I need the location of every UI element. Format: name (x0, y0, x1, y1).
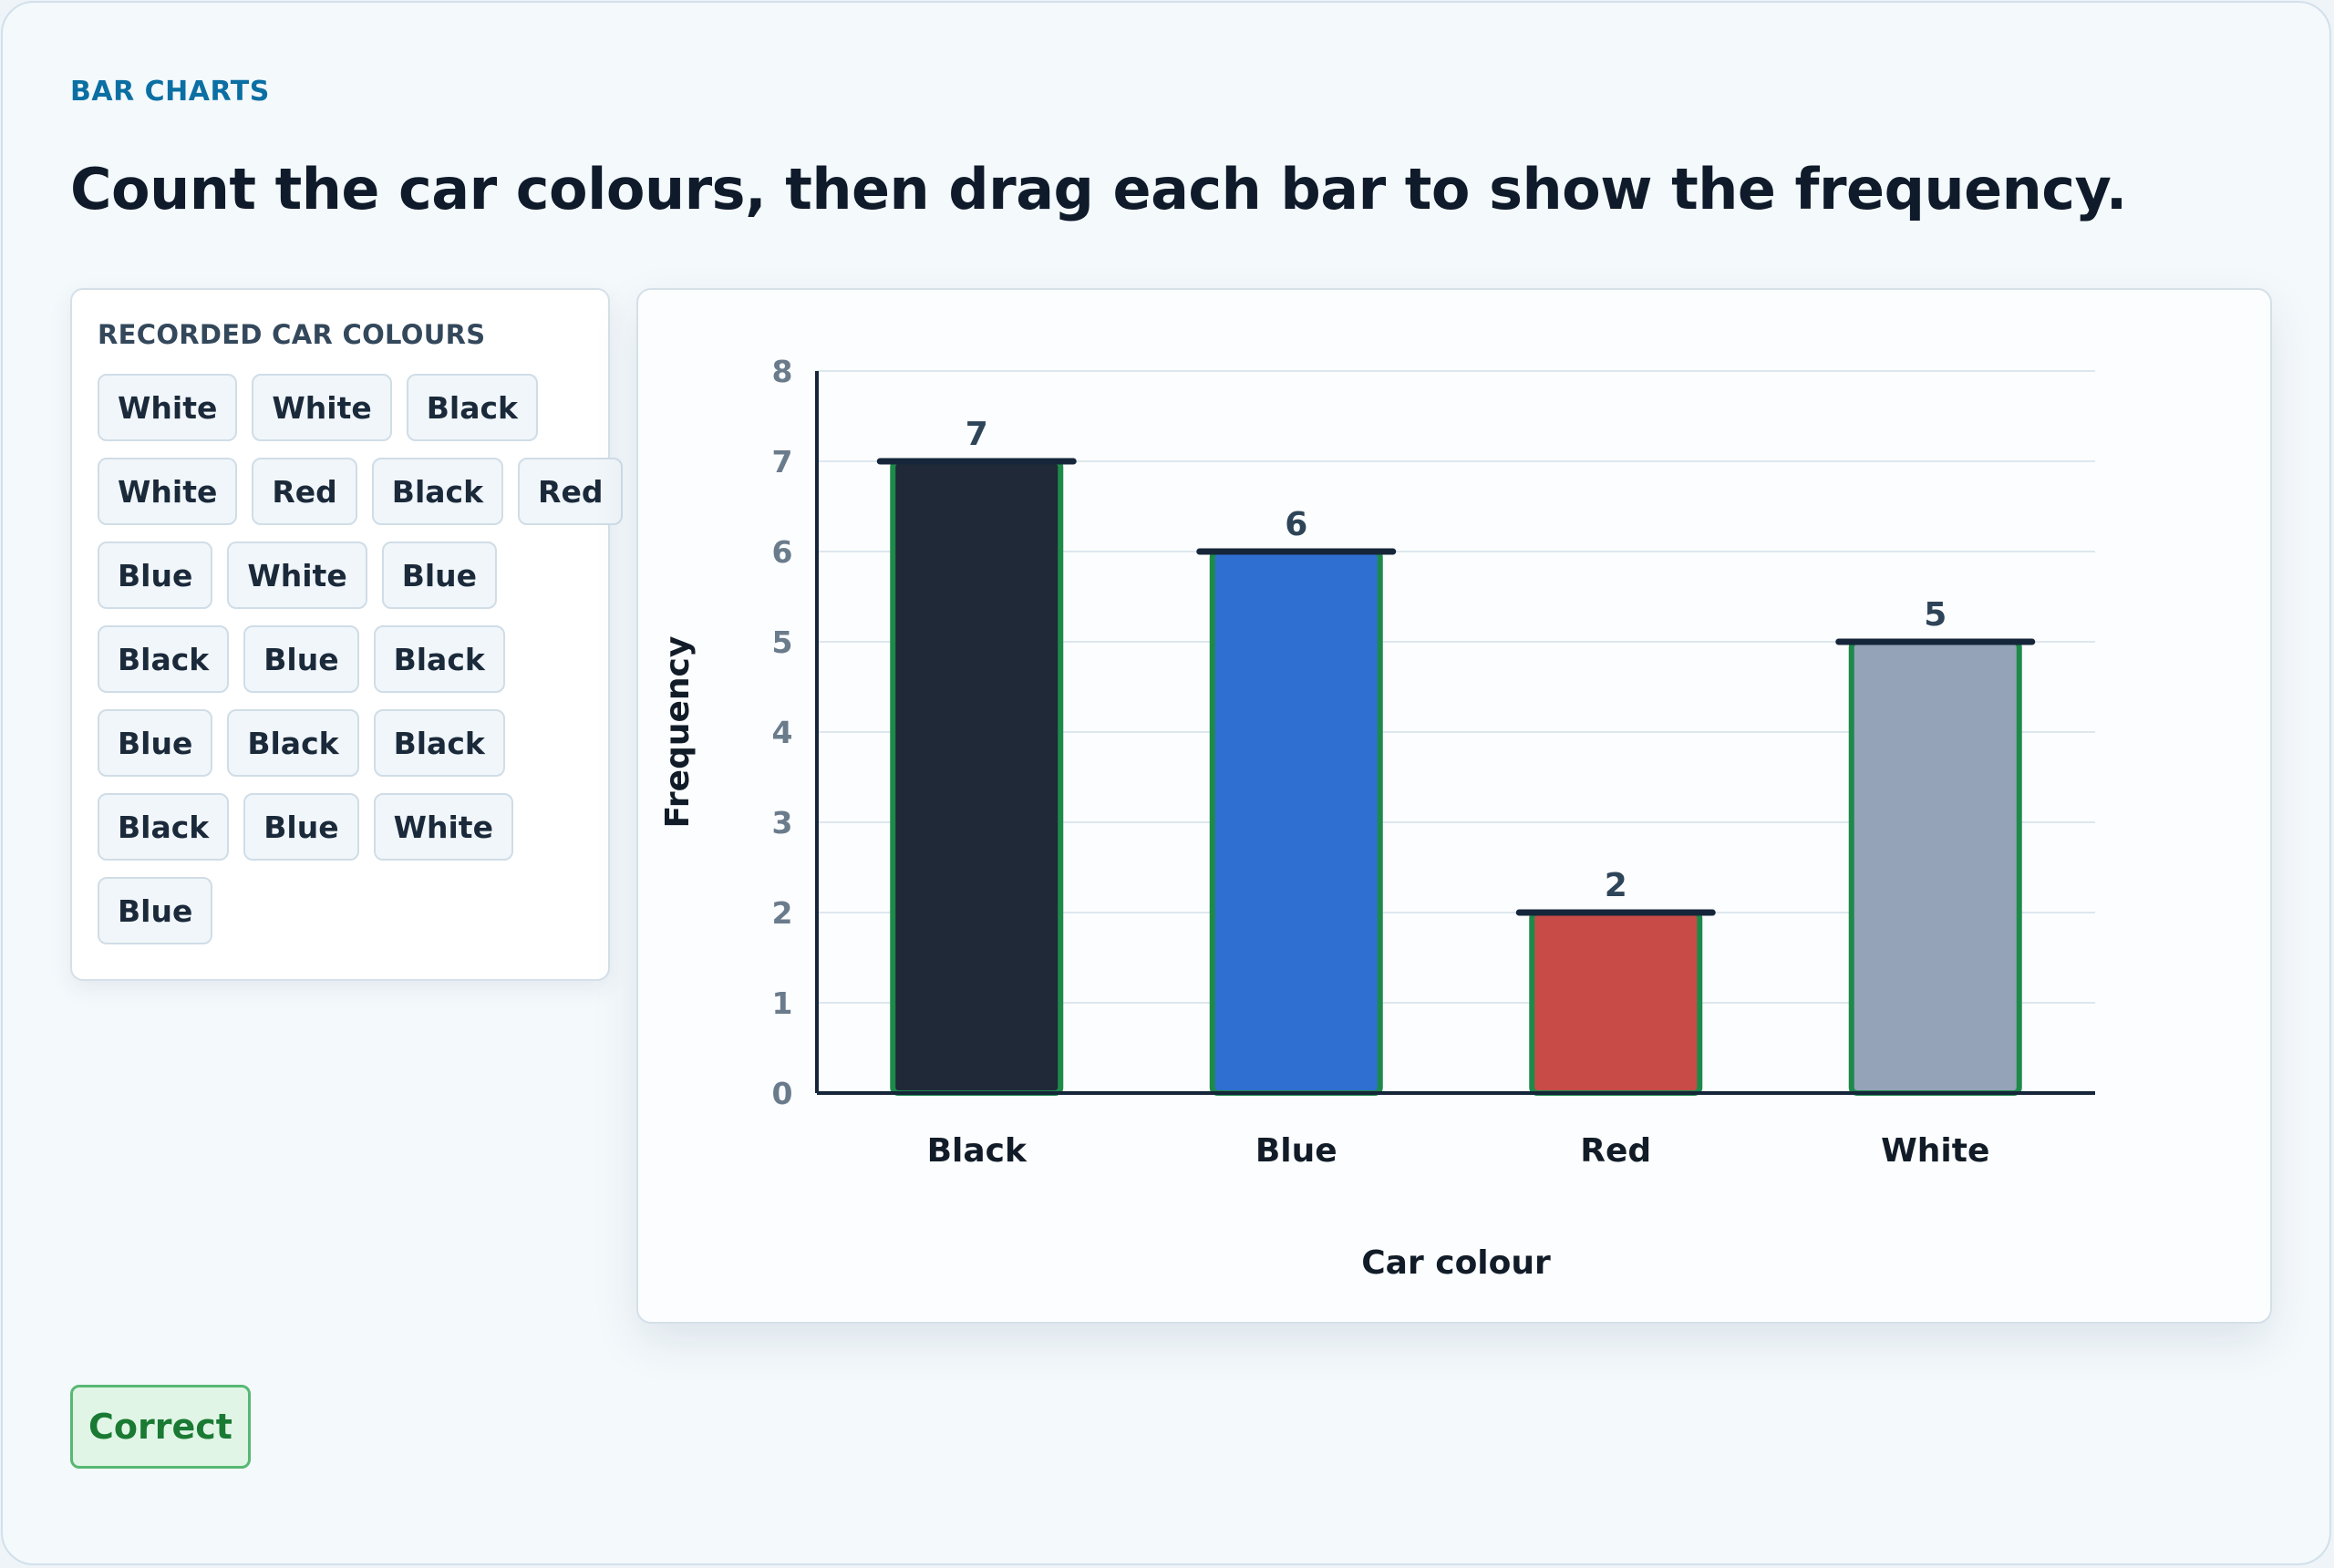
car-colour-chip: Black (371, 458, 504, 525)
car-colour-chip: Blue (98, 709, 213, 777)
chip-row: White Red Black Red (98, 458, 624, 527)
car-colour-chip: White (373, 793, 513, 861)
car-colour-chip: Black (406, 374, 538, 441)
x-category-label: Blue (1255, 1132, 1337, 1170)
chip-row: Blue Black Black (98, 709, 608, 779)
car-colour-chip: Blue (243, 625, 359, 693)
car-colour-chip: Blue (98, 542, 213, 609)
chip-row: Black Blue White (98, 793, 608, 862)
y-axis-title: Frequency (659, 636, 697, 829)
car-colour-chip: Black (373, 709, 505, 777)
car-colour-chip: Blue (98, 877, 213, 944)
chip-row: Blue (98, 877, 608, 946)
y-tick-label: 5 (772, 624, 793, 660)
car-colour-chip: Black (227, 709, 359, 777)
chip-row: Black Blue Black (98, 625, 608, 695)
y-tick-label: 2 (772, 895, 793, 931)
bar-white[interactable] (1848, 639, 2022, 1096)
x-axis-labels: Black Blue Red White (927, 1132, 1990, 1170)
y-tick-label: 4 (772, 715, 793, 750)
bar-chart-card: 0 1 2 3 4 5 6 7 8 7 6 2 5 Black Blue Red White Frequen… (636, 288, 2272, 1324)
x-category-label: Black (927, 1132, 1028, 1170)
question-prompt: Count the car colours, then drag each ba… (70, 156, 2127, 222)
y-tick-label: 3 (772, 805, 793, 841)
bar-chart: 0 1 2 3 4 5 6 7 8 7 6 2 5 Black Blue Red White Frequen… (659, 354, 2095, 1282)
chip-row: White White Black (98, 374, 608, 443)
bar-value-label: 7 (966, 416, 988, 453)
x-category-label: White (1881, 1132, 1989, 1170)
car-colour-chip: Red (252, 458, 357, 525)
bar-value-label: 6 (1285, 506, 1307, 543)
y-tick-label: 0 (772, 1076, 793, 1111)
y-tick-label: 7 (772, 444, 793, 480)
car-colour-chip: Black (98, 793, 230, 861)
recorded-colours-title: RECORDED CAR COLOURS (98, 319, 486, 350)
section-eyebrow: BAR CHARTS (70, 76, 270, 108)
y-tick-label: 6 (772, 534, 793, 570)
bar-red[interactable] (1529, 910, 1703, 1096)
chart-bars: 7 6 2 5 (876, 416, 2036, 1096)
x-category-label: Red (1580, 1132, 1651, 1170)
y-axis-ticks: 0 1 2 3 4 5 6 7 8 (772, 354, 793, 1111)
y-tick-label: 8 (772, 354, 793, 389)
x-axis-title: Car colour (1361, 1244, 1551, 1282)
recorded-colours-panel: RECORDED CAR COLOURS White White Black Whit… (70, 288, 624, 981)
car-colour-chip: Red (518, 458, 624, 525)
bar-value-label: 5 (1924, 596, 1947, 634)
chip-row: Blue White Blue (98, 542, 608, 611)
car-colour-chip: Blue (243, 793, 359, 861)
car-colour-chip: White (98, 458, 238, 525)
car-colour-chip: Blue (381, 542, 498, 609)
car-colour-chip: White (98, 374, 238, 441)
car-colour-chip: White (252, 374, 392, 441)
feedback-correct-badge: Correct (70, 1385, 251, 1469)
bar-value-label: 2 (1605, 867, 1627, 904)
car-colour-chip: Black (98, 625, 230, 693)
recorded-colours-list: White White Black White Red Black Red Blue White… (98, 374, 624, 961)
car-colour-chip: Black (373, 625, 505, 693)
bar-black[interactable] (890, 459, 1064, 1096)
y-tick-label: 1 (772, 985, 793, 1021)
car-colour-chip: White (227, 542, 367, 609)
bar-blue[interactable] (1209, 549, 1383, 1096)
